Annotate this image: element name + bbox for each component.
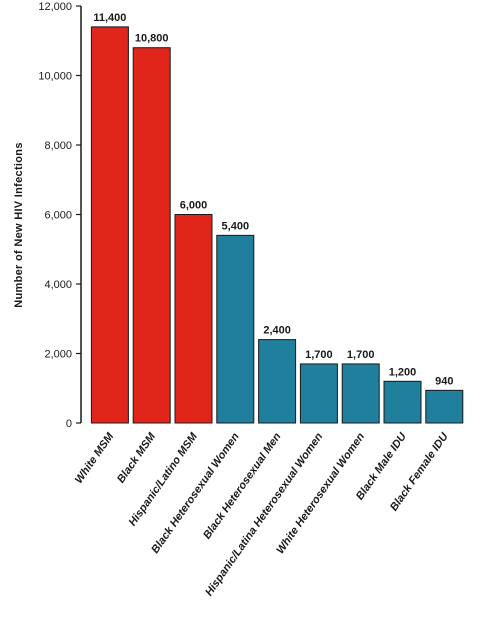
bar-value-label: 10,800 — [135, 33, 169, 45]
bar — [216, 234, 255, 424]
bar-value-label: 1,700 — [305, 349, 333, 361]
y-axis-title: Number of New HIV Infections — [13, 142, 25, 307]
category-label: White Heterosexual Women — [274, 431, 367, 557]
bar — [132, 47, 171, 424]
bar-value-label: 6,000 — [180, 200, 208, 212]
bar — [425, 389, 464, 424]
y-axis: 0 2,000 4,000 6,000 8,000 10,000 12,000 — [38, 1, 82, 430]
bar — [383, 380, 422, 424]
bar — [341, 363, 380, 424]
bar-value-label: 1,700 — [347, 349, 375, 361]
value-labels: 11,400 10,800 6,000 5,400 2,400 1,700 1,700 1,2… — [93, 12, 453, 387]
bar-value-label: 11,400 — [93, 12, 126, 24]
y-tick-label: 12,000 — [38, 1, 72, 13]
bars — [90, 26, 464, 424]
y-tick-label: 0 — [66, 418, 72, 430]
y-tick-label: 10,000 — [38, 71, 72, 83]
bar-value-label: 5,400 — [222, 220, 250, 232]
bar — [299, 363, 338, 424]
bar-value-label: 940 — [435, 375, 453, 387]
bar — [174, 214, 213, 424]
category-label: Black MSM — [115, 430, 159, 485]
y-tick-label: 2,000 — [44, 349, 72, 361]
category-label: Black Heterosexual Men — [201, 431, 284, 542]
y-tick-label: 6,000 — [44, 210, 72, 222]
bar — [90, 26, 129, 424]
bar-value-label: 2,400 — [263, 325, 291, 337]
category-label: White MSM — [73, 430, 117, 486]
bar-value-label: 1,200 — [389, 366, 417, 378]
category-label: Black Heterosexual Women — [149, 431, 242, 556]
bar — [258, 339, 297, 424]
y-tick-label: 8,000 — [44, 140, 72, 152]
y-tick-label: 4,000 — [44, 279, 72, 291]
